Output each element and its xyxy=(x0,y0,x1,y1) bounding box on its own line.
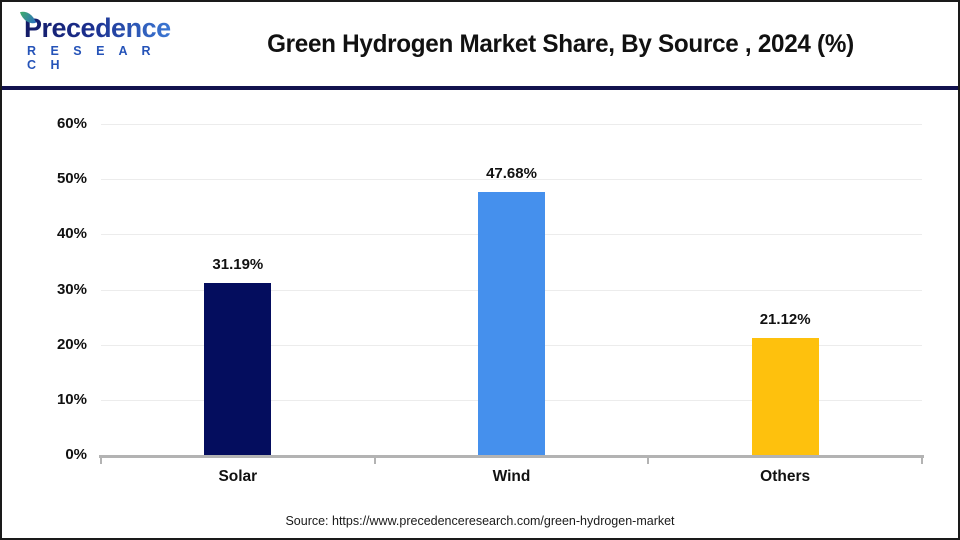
x-tick-mark xyxy=(921,458,923,464)
x-tick-label: Wind xyxy=(492,468,531,485)
header: Precedence R E S E A R C H Green Hydroge… xyxy=(2,2,958,86)
y-tick-label: 60% xyxy=(56,115,87,132)
x-axis-line xyxy=(99,455,924,458)
bar-chart: 0% 10% 20% 30% 40% 50% 60% 31.19% Solar 47.68% Win… xyxy=(2,90,958,538)
gridline xyxy=(101,179,922,181)
logo-text-research: R E S E A R C H xyxy=(27,44,157,73)
precedence-research-logo: Precedence R E S E A R C H xyxy=(19,8,174,73)
y-tick-label: 0% xyxy=(65,446,87,463)
y-tick-label: 10% xyxy=(56,390,87,408)
y-tick-label: 20% xyxy=(56,335,87,353)
y-tick-label: 30% xyxy=(56,280,87,298)
source-citation: Source: https://www.precedenceresearch.c… xyxy=(285,514,675,528)
x-tick-mark xyxy=(373,458,376,464)
x-tick-label: Solar xyxy=(218,468,258,485)
header-separator xyxy=(2,86,958,90)
bar-solar xyxy=(204,282,272,455)
bar-value-label: 47.68% xyxy=(486,164,537,182)
bar-others xyxy=(751,338,819,455)
logo-text-precedence: Precedence xyxy=(24,13,171,43)
bar-value-label: 21.12% xyxy=(759,311,811,329)
x-tick-mark xyxy=(647,458,650,464)
y-tick-label: 40% xyxy=(56,225,87,243)
bar-wind xyxy=(478,191,545,455)
logo-wordmark: Precedence xyxy=(19,8,174,43)
x-tick-mark xyxy=(100,458,102,464)
x-tick-label: Others xyxy=(760,468,811,485)
gridline xyxy=(101,124,922,125)
y-tick-label: 50% xyxy=(56,170,87,188)
bar-value-label: 31.19% xyxy=(212,255,264,273)
chart-title: Green Hydrogen Market Share, By Source ,… xyxy=(266,29,854,58)
title-container: Green Hydrogen Market Share, By Source ,… xyxy=(172,2,948,86)
